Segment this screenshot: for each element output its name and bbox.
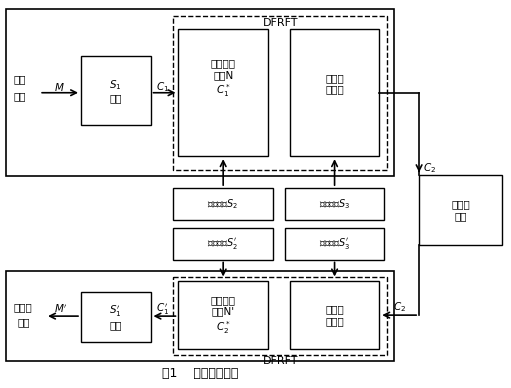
Text: 调制旋
转因子: 调制旋 转因子 [325,304,344,326]
Text: DFRFT: DFRFT [263,356,298,366]
Bar [285,228,384,260]
Bar [173,277,387,355]
Text: $S_1$
加密: $S_1$ 加密 [109,78,122,104]
Bar [6,272,394,361]
Text: $C_1$: $C_1$ [156,80,169,94]
Text: $C_2$: $C_2$ [423,161,435,175]
Text: 加密后
图像: 加密后 图像 [451,199,470,221]
Text: 调制旋
转因子: 调制旋 转因子 [325,73,344,95]
Bar [81,56,151,125]
Bar [81,292,151,342]
Text: DFRFT: DFRFT [263,18,298,28]
Bar [173,188,273,220]
Bar [178,281,268,349]
Text: $M'$: $M'$ [54,303,68,315]
Bar [285,188,384,220]
Text: $S_1'$
解密: $S_1'$ 解密 [109,304,122,331]
Text: 动态随机
分组N
$C_1^*$: 动态随机 分组N $C_1^*$ [211,59,236,99]
Text: $C_2$: $C_2$ [392,300,406,314]
Text: $M$: $M$ [54,81,64,93]
Text: 混沌系统$S_3$: 混沌系统$S_3$ [319,197,351,211]
Bar [419,175,502,245]
Bar [6,9,394,176]
Bar [290,281,379,349]
Bar [178,29,268,156]
Text: 混沌系统$S_2$: 混沌系统$S_2$ [207,197,239,211]
Text: 解密后: 解密后 [14,302,33,312]
Bar [173,228,273,260]
Text: 取得: 取得 [13,74,26,84]
Text: 动态随机
分组N'
$C_2^*$: 动态随机 分组N' $C_2^*$ [211,295,236,336]
Bar [173,16,387,170]
Bar [290,29,379,156]
Text: 混沌系统$S_3'$: 混沌系统$S_3'$ [319,236,351,251]
Text: 图像: 图像 [13,91,26,101]
Text: $C_1'$: $C_1'$ [156,301,169,317]
Text: 混沌系统$S_2'$: 混沌系统$S_2'$ [207,236,239,251]
Text: 图像: 图像 [17,317,30,327]
Text: 图1    系统总体结构: 图1 系统总体结构 [162,367,239,380]
